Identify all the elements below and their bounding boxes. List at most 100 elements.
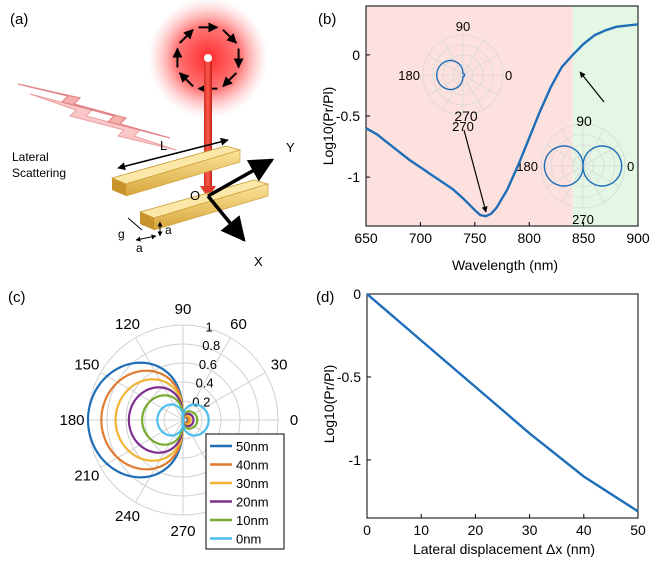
panel-b: (b) 90 180 0 270 180 0 270 650 700 750 800 850 900 0 -… (318, 5, 650, 273)
rotation-arrow (222, 28, 238, 44)
label-L: L (160, 138, 167, 153)
light-spot-center (204, 54, 212, 62)
inset-label-270: 270 (452, 119, 474, 134)
b-xlabel: Wavelength (nm) (452, 257, 558, 273)
inset-label-0: 0 (505, 68, 512, 83)
lateral-label: Lateral (12, 150, 49, 164)
inset-pattern (543, 145, 623, 187)
polar-angle-label: 240 (115, 508, 140, 525)
inset-spoke (582, 165, 620, 188)
d-xtick-label: 50 (630, 522, 646, 538)
inset-spoke (428, 54, 464, 76)
legend-box (205, 433, 285, 550)
laser-beam (204, 62, 212, 188)
polar-angle-label: 150 (74, 357, 99, 374)
inset-polar: 90 180 0 270 (398, 19, 512, 134)
panel-label-d: (d) (316, 289, 334, 306)
polar-angle-label: 120 (115, 316, 140, 333)
inset-spoke (582, 144, 620, 167)
lateral-scattering-bolt-2 (29, 93, 177, 151)
label-a-bottom: a (136, 241, 143, 255)
polar-spoke (100, 372, 184, 421)
polar-angle-label: 180 (59, 412, 84, 429)
legend-label: 0nm (236, 532, 261, 547)
label-a-side: a (165, 223, 172, 237)
legend-label: 50nm (236, 439, 269, 454)
polar-spoke (182, 372, 266, 421)
d-ytick-label: -1 (349, 452, 362, 468)
inset-spoke (462, 40, 484, 76)
b-ytick-label: -0.5 (336, 108, 360, 124)
polar-spoke (182, 337, 231, 421)
b-xtick-label: 750 (463, 230, 487, 246)
rotation-arrow (178, 72, 194, 88)
b-xtick-label: 700 (409, 230, 433, 246)
legend-label: 10nm (236, 513, 269, 528)
width-marker (135, 234, 157, 242)
annotation-arrow-90 (579, 71, 605, 103)
inset-label-90: 90 (456, 19, 470, 34)
b-ylabel: Log10(Pr/Pl) (320, 87, 336, 166)
polar-series-30nm (114, 378, 192, 462)
b-xtick-label: 800 (518, 230, 542, 246)
polar-angle-label: 0 (290, 412, 298, 429)
inset-spoke (462, 74, 498, 96)
legend-label: 30nm (236, 476, 269, 491)
polar-angle-label: 270 (170, 523, 195, 540)
d-series-line (366, 293, 639, 513)
polar-series-0nm (156, 403, 210, 437)
polar-angle-label: 60 (230, 316, 247, 333)
rotation-arrow (222, 72, 238, 88)
d-axes-frame (366, 293, 639, 519)
label-g: g (118, 227, 125, 241)
d-xtick-label: 30 (522, 522, 538, 538)
polar-radial-label: 1 (205, 319, 212, 334)
b-series-line (365, 23, 639, 218)
d-xtick-label: 40 (576, 522, 592, 538)
d-ylabel: Log10(Pr/Pl) (321, 365, 337, 444)
chart-d: 0 10 20 30 40 50 0 -0.5 -1 (337, 286, 646, 538)
gap-marker (127, 217, 143, 231)
panel-label-a: (a) (10, 11, 28, 28)
polar-series-10nm (141, 394, 199, 446)
chart-c: 03060901201501802102402700.20.40.60.8150… (59, 301, 298, 550)
inset-polar: 180 0 270 (516, 123, 634, 227)
d-xlabel: Lateral displacement Δx (nm) (413, 541, 595, 557)
polar-angle-label: 210 (74, 468, 99, 485)
d-ytick-label: -0.5 (337, 369, 361, 385)
b-ytick-label: 0 (352, 47, 360, 63)
inset-spoke (462, 54, 498, 76)
label-X: X (254, 254, 263, 269)
inset-spoke (442, 40, 464, 76)
panel-a: (a) Lateral Scattering L O Y X (10, 0, 295, 269)
inset-spoke (442, 74, 464, 110)
y-axis-arrow (207, 158, 275, 198)
polar-spoke (100, 419, 184, 468)
polar-radial-label: 0.6 (199, 357, 217, 372)
inset-spoke (546, 165, 584, 188)
annotation-90: 90 (576, 113, 592, 129)
length-arrow (117, 137, 229, 171)
inset-pattern (435, 59, 466, 91)
lateral-scattering-bolt (17, 83, 171, 139)
polar-series-20nm (127, 386, 195, 454)
beam-focus (200, 186, 216, 198)
d-xtick-label: 0 (363, 522, 371, 538)
legend-label: 20nm (236, 495, 269, 510)
label-Y: Y (286, 140, 295, 155)
d-xtick-label: 20 (468, 522, 484, 538)
panel-label-c: (c) (8, 289, 26, 306)
inset-label-180: 180 (516, 159, 538, 174)
polar-angle-label: 90 (175, 301, 192, 318)
panel-label-b: (b) (318, 11, 336, 28)
x-axis-arrow (206, 194, 246, 242)
annotation-270: 270 (454, 108, 478, 124)
panel-d: (d) 0 10 20 30 40 50 0 -0.5 -1 Lateral displacem… (316, 286, 646, 557)
b-ytick-label: -1 (348, 169, 361, 185)
d-xtick-label: 10 (413, 522, 429, 538)
inset-spoke (428, 74, 464, 96)
legend-label: 40nm (236, 458, 269, 473)
label-O: O (190, 188, 200, 203)
inset-spoke (462, 74, 484, 110)
